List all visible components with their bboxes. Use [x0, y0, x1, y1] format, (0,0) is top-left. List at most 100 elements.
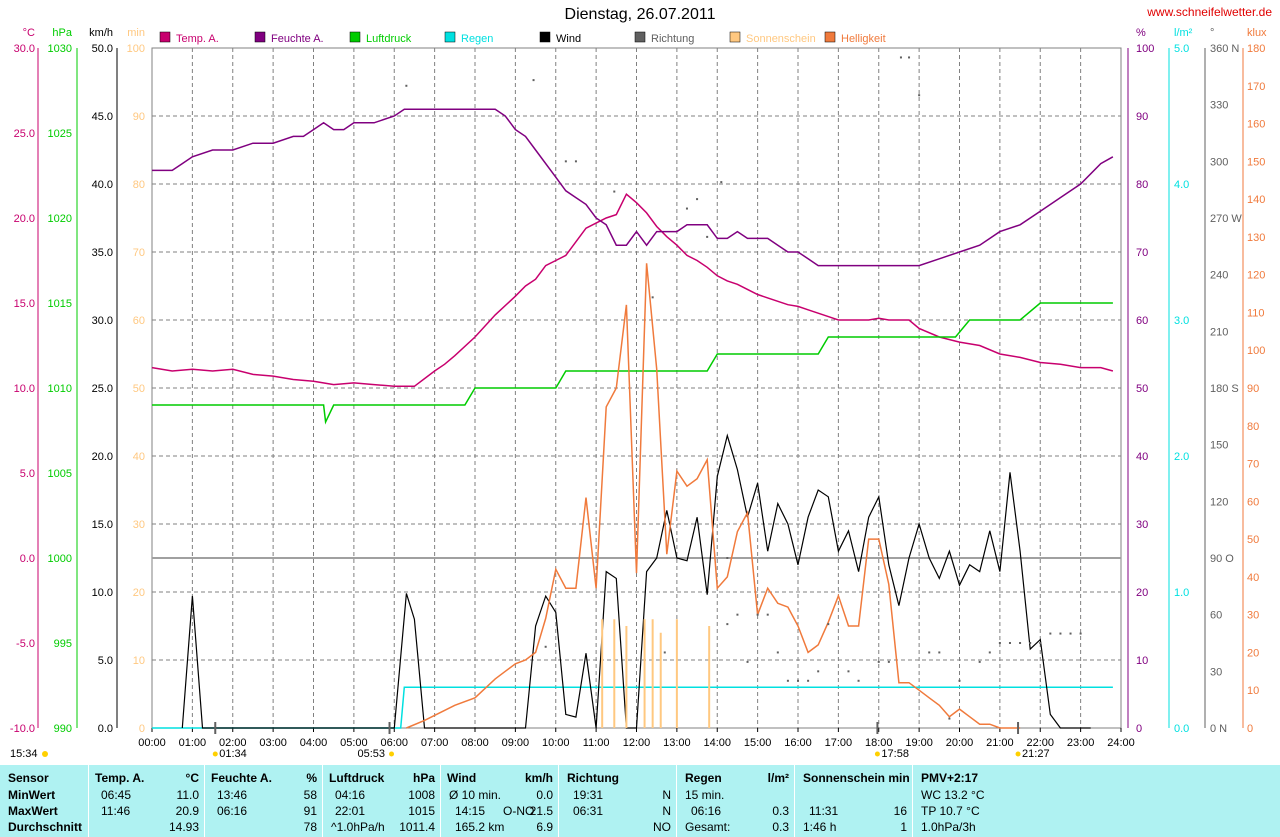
x-tick-label: 03:00 [259, 737, 287, 749]
direction-tick-label: 270 W [1210, 213, 1242, 225]
sunshine-tick-label: 90 [133, 111, 145, 123]
stats-rain-interval: 15 min. [685, 788, 725, 802]
x-tick-label: 14:00 [703, 737, 731, 749]
stats-dewpoint: TP 10.7 °C [921, 804, 980, 818]
stats-humidity-avg-value: 78 [303, 820, 317, 834]
chart-axes: 00:00 01:00 02:00 03:00 04:00 05:00 06:00 07:00… [10, 27, 1267, 749]
x-tick-label: 07:00 [421, 737, 449, 749]
stats-col-rain: Regen l/m² 15 min. 06:16 0.3 Gesamt: 0.3 [676, 765, 795, 837]
rain-tick-label: 2.0 [1174, 451, 1189, 463]
direction-point [1079, 632, 1082, 635]
stats-wind-max-dir: O-NO [503, 804, 535, 818]
stats-pressure-trend: ^1.0hPa/h [331, 820, 385, 834]
x-tick-label: 15:00 [744, 737, 772, 749]
direction-tick-label: 0 N [1210, 723, 1227, 735]
direction-point [685, 207, 688, 210]
direction-point [736, 613, 739, 616]
stats-temp-max-value: 20.9 [175, 804, 199, 818]
rain-tick-label: 3.0 [1174, 315, 1189, 327]
direction-point [877, 660, 880, 663]
direction-point [918, 94, 921, 97]
x-tick-label: 20:00 [946, 737, 974, 749]
stats-rain-header: Regen [685, 771, 722, 785]
brightness-tick-label: 180 [1247, 43, 1265, 55]
direction-tick-label: 180 S [1210, 383, 1239, 395]
direction-point [1008, 642, 1011, 644]
direction-point [726, 557, 729, 559]
stats-temp-min-time: 06:45 [101, 788, 132, 802]
stats-temp-max-time: 11:46 [101, 804, 131, 818]
stats-humidity-max-value: 91 [303, 804, 317, 818]
series-wind [181, 433, 1091, 729]
legend-label: Sonnenschein [746, 33, 816, 45]
direction-point [1049, 632, 1052, 635]
x-tick-label: 21:00 [986, 737, 1014, 749]
humidity-tick-label: 10 [1136, 655, 1148, 667]
direction-tick-label: 150 [1210, 440, 1228, 452]
x-tick-label: 04:00 [300, 737, 328, 749]
stats-sunshine-max-time: 11:31 [809, 804, 839, 818]
direction-point [1029, 642, 1032, 644]
direction-point [938, 651, 941, 654]
direction-tick-label: 210 [1210, 326, 1228, 338]
legend-swatch [444, 31, 456, 43]
direction-tick-label: 120 [1210, 496, 1228, 508]
wind-tick-label: 35.0 [92, 247, 113, 259]
pressure-tick-label: 1005 [48, 468, 72, 480]
x-tick-label: 01:00 [179, 737, 207, 749]
pressure-tick-label: 990 [54, 723, 72, 735]
legend-label: Feuchte A. [271, 33, 324, 45]
chart-grid [151, 47, 1122, 729]
pressure-tick-label: 1000 [48, 553, 72, 565]
sunshine-axis-unit: min [127, 27, 145, 39]
sunshine-tick-label: 20 [133, 587, 145, 599]
legend-swatch [349, 31, 361, 43]
humidity-tick-label: 80 [1136, 179, 1148, 191]
rain-tick-label: 4.0 [1174, 179, 1189, 191]
legend-label: Regen [461, 33, 493, 45]
sunshine-tick-label: 40 [133, 451, 145, 463]
stats-col-temp: Temp. A. °C 06:45 11.0 11:46 20.9 14.93 [88, 765, 205, 837]
direction-axis-unit: ° [1210, 27, 1214, 39]
direction-point [1069, 632, 1072, 635]
wind-tick-label: 40.0 [92, 179, 113, 191]
brightness-tick-label: 40 [1247, 572, 1259, 584]
stats-wind-max-value: 21.5 [529, 804, 553, 818]
sunrise-marker-icon [389, 751, 395, 757]
chart-markers: 15:34 01:34 05:53 17:58 21:27 [10, 722, 1050, 760]
stats-row-max: MaxWert [8, 804, 58, 818]
stats-col-direction: Richtung 19:31 N 06:31 N NO [558, 765, 677, 837]
stats-rain-max-value: 0.3 [772, 804, 789, 818]
x-tick-label: 02:00 [219, 737, 247, 749]
sun-icon [42, 751, 48, 757]
stats-pressure-min-time: 04:16 [335, 788, 366, 802]
direction-point [786, 679, 789, 682]
humidity-tick-label: 70 [1136, 247, 1148, 259]
x-tick-label: 19:00 [905, 737, 933, 749]
stats-header-sensor: Sensor [8, 771, 49, 785]
pressure-tick-label: 1025 [48, 128, 72, 140]
stats-humidity-unit: % [306, 771, 317, 785]
direction-tick-label: 330 [1210, 100, 1228, 112]
temp-tick-label: 0.0 [20, 553, 35, 565]
sunshine-tick-label: 60 [133, 315, 145, 327]
direction-point [1019, 642, 1022, 644]
wind-tick-label: 15.0 [92, 519, 113, 531]
sunshine-tick-label: 100 [127, 43, 145, 55]
temp-tick-label: 20.0 [14, 213, 35, 225]
legend-label: Temp. A. [176, 33, 219, 45]
stats-wind-unit: km/h [524, 771, 553, 785]
sunshine-tick-label: 70 [133, 247, 145, 259]
temp-tick-label: 25.0 [14, 128, 35, 140]
moon-set-marker-label: 01:34 [219, 748, 247, 760]
stats-pressure-max-time: 22:01 [335, 804, 366, 818]
stats-rain-total-value: 0.3 [772, 820, 789, 834]
wind-tick-label: 25.0 [92, 383, 113, 395]
chart-legend: Temp. A. Feuchte A. Luftdruck Regen Wind Rich… [159, 31, 886, 45]
stats-row-min: MinWert [8, 788, 56, 802]
stats-rain-max-time: 06:16 [691, 804, 722, 818]
direction-point [899, 56, 902, 59]
x-tick-label: 11:00 [583, 737, 610, 749]
website-link[interactable]: www.schneifelwetter.de [1147, 5, 1272, 19]
direction-tick-label: 240 [1210, 270, 1228, 282]
